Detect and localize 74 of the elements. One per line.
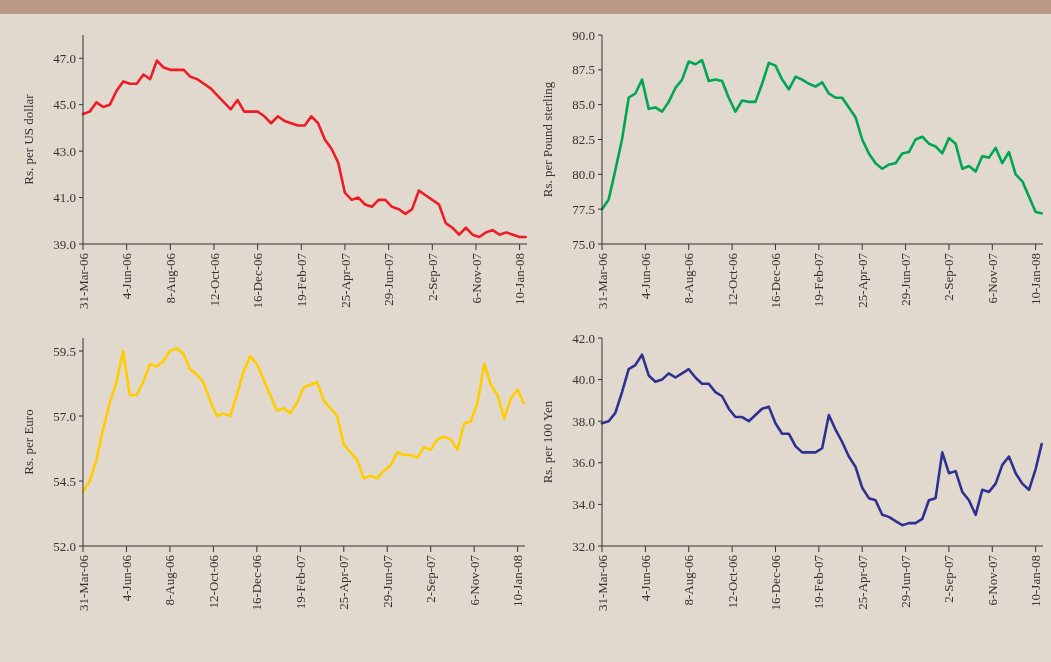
y-axis-title: Rs. per Euro [21,409,36,475]
x-tick-label: 25-Apr-07 [854,252,870,308]
x-tick-label: 2-Sep-07 [941,252,957,301]
x-tick-label: 29-Jun-07 [381,252,397,306]
x-tick-label: 12-Oct-06 [724,554,740,609]
line-series [600,353,1043,527]
x-tick-label: 25-Apr-07 [854,554,870,610]
y-tick-label: 85.0 [572,97,595,113]
x-tick-label: 12-Oct-06 [205,554,221,609]
x-tick-label: 25-Apr-07 [337,252,353,308]
x-tick-label: 10-Jan-08 [1028,555,1044,607]
y-tick-label: 45.0 [53,97,76,113]
x-tick-label: 16-Dec-06 [250,252,266,309]
x-tick-label: 6-Nov-07 [466,554,482,606]
y-tick-label: 32.0 [572,538,595,554]
x-tick-label: 4-Jun-06 [637,554,653,602]
x-tick-label: 31-Mar-06 [75,554,91,612]
x-tick-label: 4-Jun-06 [119,554,135,602]
y-tick-label: 90.0 [572,27,595,43]
x-tick-label: 31-Mar-06 [75,252,91,310]
line-series [81,59,527,239]
x-tick-label: 6-Nov-07 [984,554,1000,606]
x-tick-label: 31-Mar-06 [594,554,610,612]
x-tick-label: 29-Jun-07 [379,554,395,608]
x-tick-label: 12-Oct-06 [724,252,740,307]
y-tick-label: 82.5 [572,132,595,148]
x-tick-label: 2-Sep-07 [941,554,957,603]
x-tick-label: 10-Jan-08 [512,253,528,305]
x-tick-label: 6-Nov-07 [468,252,484,304]
x-tick-label: 8-Aug-06 [681,252,697,304]
y-tick-label: 41.0 [53,190,76,206]
y-tick-label: 59.5 [53,343,76,359]
x-tick-label: 10-Jan-08 [1028,253,1044,305]
x-tick-label: 8-Aug-06 [681,554,697,606]
x-tick-label: 25-Apr-07 [336,554,352,610]
x-tick-label: 29-Jun-07 [898,252,914,306]
x-tick-label: 4-Jun-06 [119,252,135,300]
x-tick-label: 19-Feb-07 [811,252,827,308]
x-tick-label: 6-Nov-07 [984,252,1000,304]
x-tick-label: 31-Mar-06 [594,252,610,310]
y-axis-title: Rs. per 100 Yen [540,400,555,484]
line-series [81,347,525,493]
x-tick-label: 19-Feb-07 [811,554,827,610]
x-tick-label: 16-Dec-06 [768,554,784,611]
x-tick-label: 10-Jan-08 [510,555,526,607]
x-tick-label: 8-Aug-06 [162,554,178,606]
x-tick-label: 4-Jun-06 [637,252,653,300]
x-tick-label: 19-Feb-07 [292,554,308,610]
x-tick-label: 8-Aug-06 [162,252,178,304]
y-tick-label: 57.0 [53,408,76,424]
x-tick-label: 19-Feb-07 [293,252,309,308]
x-tick-label: 2-Sep-07 [423,554,439,603]
y-tick-label: 42.0 [572,330,595,346]
x-tick-label: 2-Sep-07 [424,252,440,301]
x-tick-label: 12-Oct-06 [206,252,222,307]
x-tick-label: 16-Dec-06 [768,252,784,309]
y-axis-title: Rs. per Pound sterling [540,81,555,198]
y-tick-label: 75.0 [572,236,595,252]
x-tick-label: 16-Dec-06 [249,554,265,611]
y-tick-label: 40.0 [572,372,595,388]
y-tick-label: 38.0 [572,413,595,429]
y-tick-label: 54.5 [53,473,76,489]
y-tick-label: 77.5 [572,201,595,217]
y-tick-label: 80.0 [572,166,595,182]
y-tick-label: 43.0 [53,143,76,159]
x-tick-label: 29-Jun-07 [898,554,914,608]
y-tick-label: 47.0 [53,50,76,66]
line-series [600,58,1043,215]
y-tick-label: 52.0 [53,538,76,554]
y-tick-label: 36.0 [572,455,595,471]
y-axis-title: Rs. per US dollar [21,93,36,185]
y-tick-label: 34.0 [572,496,595,512]
y-tick-label: 87.5 [572,62,595,78]
y-tick-label: 39.0 [53,236,76,252]
